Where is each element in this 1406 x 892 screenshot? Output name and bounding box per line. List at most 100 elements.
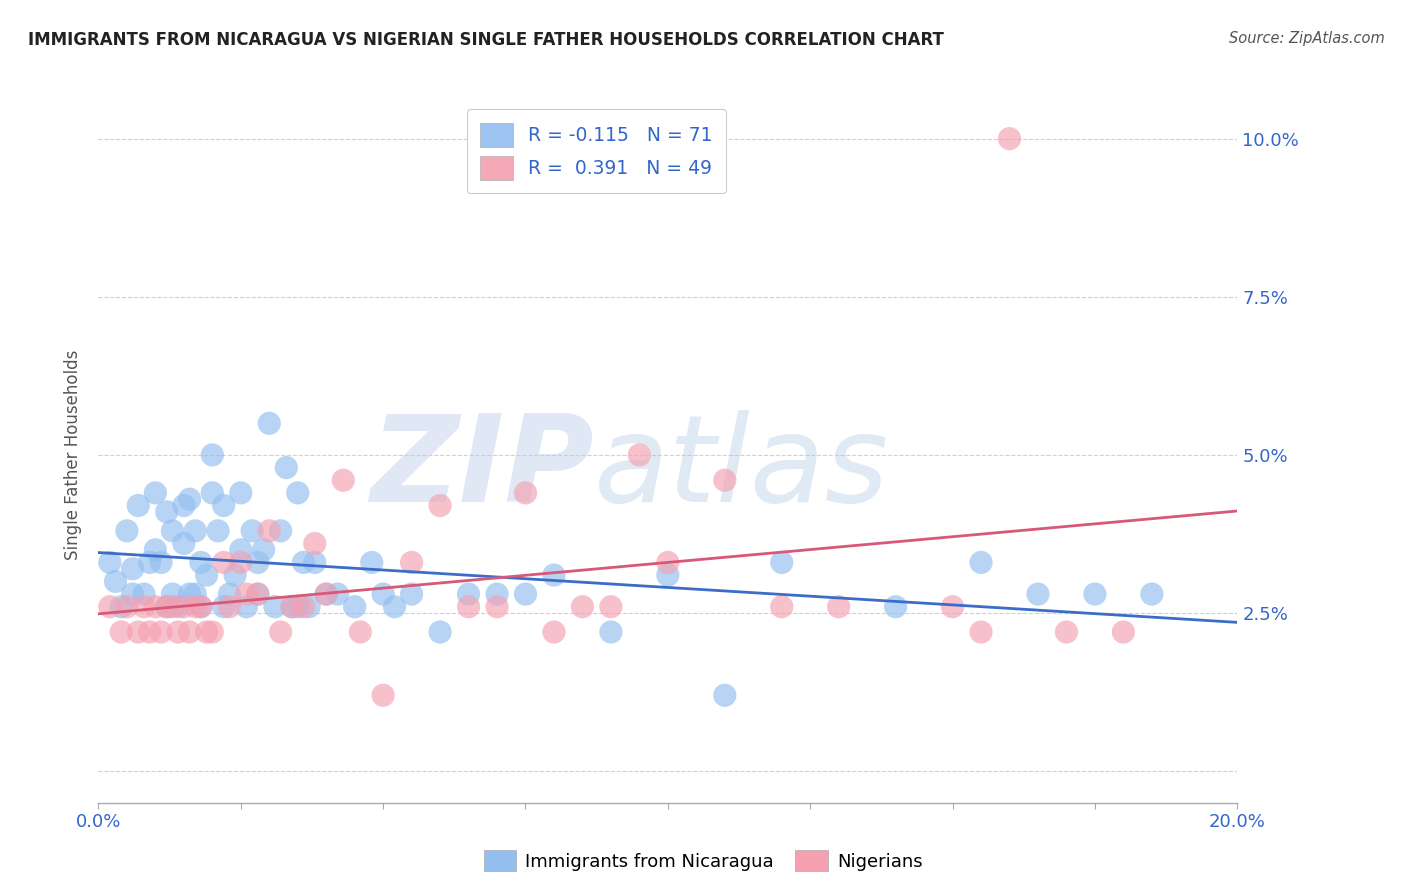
Point xyxy=(1026,587,1049,601)
Legend: Immigrants from Nicaragua, Nigerians: Immigrants from Nicaragua, Nigerians xyxy=(477,843,929,879)
Point xyxy=(628,448,651,462)
Point xyxy=(240,524,263,538)
Point xyxy=(212,599,235,614)
Point xyxy=(287,486,309,500)
Point xyxy=(1112,625,1135,640)
Point xyxy=(1140,587,1163,601)
Point xyxy=(156,599,179,614)
Point xyxy=(201,625,224,640)
Point xyxy=(998,131,1021,145)
Point xyxy=(270,625,292,640)
Point xyxy=(429,625,451,640)
Point xyxy=(195,625,218,640)
Point xyxy=(281,599,304,614)
Point xyxy=(276,460,298,475)
Point xyxy=(657,556,679,570)
Point xyxy=(110,625,132,640)
Point xyxy=(970,556,993,570)
Point xyxy=(104,574,127,589)
Point xyxy=(212,556,235,570)
Point xyxy=(1056,625,1078,640)
Point xyxy=(281,599,304,614)
Point xyxy=(167,625,190,640)
Point xyxy=(714,473,737,487)
Point xyxy=(373,688,395,702)
Point xyxy=(184,524,207,538)
Point xyxy=(212,499,235,513)
Point xyxy=(162,524,184,538)
Text: Source: ZipAtlas.com: Source: ZipAtlas.com xyxy=(1229,31,1385,46)
Legend: R = -0.115   N = 71, R =  0.391   N = 49: R = -0.115 N = 71, R = 0.391 N = 49 xyxy=(467,110,725,194)
Point xyxy=(184,599,207,614)
Point xyxy=(190,599,212,614)
Point xyxy=(246,587,269,601)
Point xyxy=(132,587,155,601)
Point xyxy=(179,625,201,640)
Point xyxy=(373,587,395,601)
Point xyxy=(246,556,269,570)
Point xyxy=(115,599,138,614)
Point xyxy=(110,599,132,614)
Text: IMMIGRANTS FROM NICARAGUA VS NIGERIAN SINGLE FATHER HOUSEHOLDS CORRELATION CHART: IMMIGRANTS FROM NICARAGUA VS NIGERIAN SI… xyxy=(28,31,943,49)
Point xyxy=(145,542,167,557)
Point xyxy=(162,587,184,601)
Point xyxy=(457,587,479,601)
Point xyxy=(970,625,993,640)
Point xyxy=(184,587,207,601)
Point xyxy=(115,524,138,538)
Point xyxy=(179,492,201,507)
Point xyxy=(127,625,149,640)
Point xyxy=(515,486,537,500)
Point xyxy=(246,587,269,601)
Point xyxy=(543,625,565,640)
Point xyxy=(229,486,252,500)
Point xyxy=(270,524,292,538)
Point xyxy=(304,556,326,570)
Point xyxy=(218,587,240,601)
Point xyxy=(884,599,907,614)
Text: ZIP: ZIP xyxy=(370,410,593,527)
Point xyxy=(429,499,451,513)
Point xyxy=(304,536,326,550)
Point xyxy=(121,587,143,601)
Point xyxy=(401,587,423,601)
Point xyxy=(287,599,309,614)
Point xyxy=(292,599,315,614)
Point xyxy=(167,599,190,614)
Point xyxy=(156,505,179,519)
Point xyxy=(332,473,354,487)
Point xyxy=(486,587,509,601)
Point xyxy=(201,448,224,462)
Point xyxy=(315,587,337,601)
Point xyxy=(156,599,179,614)
Point xyxy=(235,599,257,614)
Point xyxy=(173,599,195,614)
Point xyxy=(173,536,195,550)
Point xyxy=(543,568,565,582)
Point xyxy=(360,556,382,570)
Point xyxy=(145,599,167,614)
Point xyxy=(600,625,623,640)
Point xyxy=(98,599,121,614)
Point xyxy=(132,599,155,614)
Point xyxy=(190,556,212,570)
Point xyxy=(326,587,349,601)
Point xyxy=(150,625,173,640)
Point xyxy=(150,556,173,570)
Point xyxy=(121,562,143,576)
Text: atlas: atlas xyxy=(593,410,889,527)
Point xyxy=(401,556,423,570)
Point xyxy=(292,556,315,570)
Point xyxy=(127,499,149,513)
Point xyxy=(98,556,121,570)
Point xyxy=(224,568,246,582)
Point xyxy=(173,499,195,513)
Point xyxy=(515,587,537,601)
Point xyxy=(384,599,406,614)
Point xyxy=(229,556,252,570)
Point xyxy=(343,599,366,614)
Point xyxy=(138,556,160,570)
Point xyxy=(770,556,793,570)
Point xyxy=(600,599,623,614)
Point xyxy=(259,524,281,538)
